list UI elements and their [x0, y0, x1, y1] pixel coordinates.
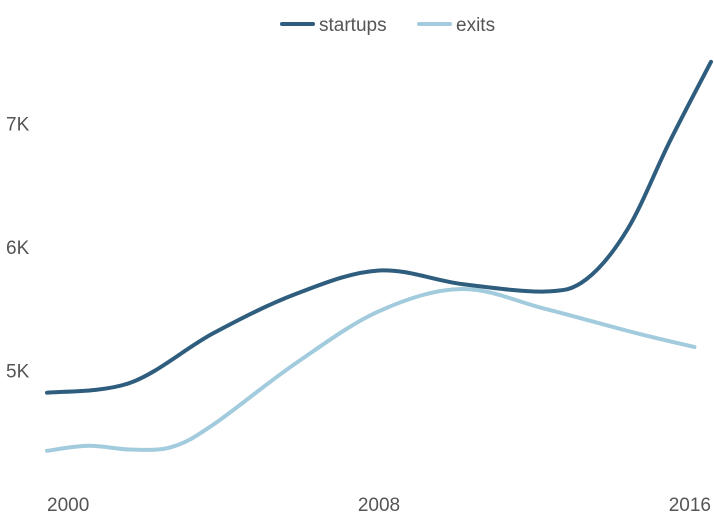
y-tick-label-5k: 5K	[6, 362, 30, 383]
x-tick-label-2016: 2016	[669, 495, 711, 514]
legend: startups exits	[280, 15, 495, 36]
x-tick-label-2000: 2000	[47, 495, 89, 514]
legend-label-startups: startups	[319, 15, 387, 36]
legend-label-exits: exits	[456, 15, 495, 36]
x-tick-label-2008: 2008	[358, 495, 400, 514]
series-layer	[45, 59, 713, 453]
series-line-exits	[45, 286, 697, 453]
y-tick-label-6k: 6K	[6, 238, 30, 259]
x-axis-ticks: 2000 2008 2016	[47, 495, 711, 514]
y-axis-ticks: 5K 6K 7K	[6, 115, 30, 383]
series-line-startups	[45, 59, 713, 395]
y-tick-label-7k: 7K	[6, 115, 30, 136]
